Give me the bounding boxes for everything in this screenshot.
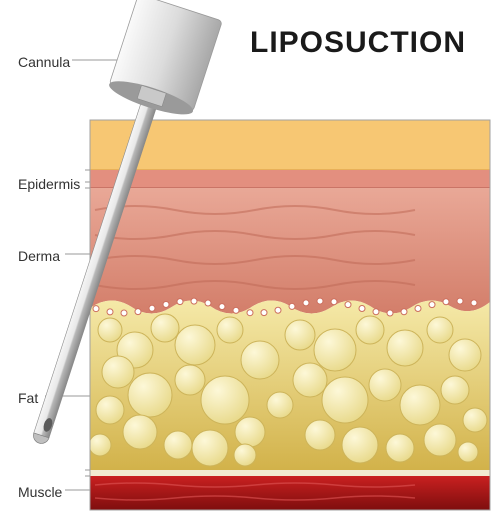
layer-muscle [90,476,490,510]
cannula-handle [106,0,222,121]
layer-epidermis [90,170,490,188]
fat-muscle-divider [90,470,490,476]
skin-cross-section [0,0,500,523]
diagram-root: LIPOSUCTION Cannula Epidermis Derma Fat … [0,0,500,523]
